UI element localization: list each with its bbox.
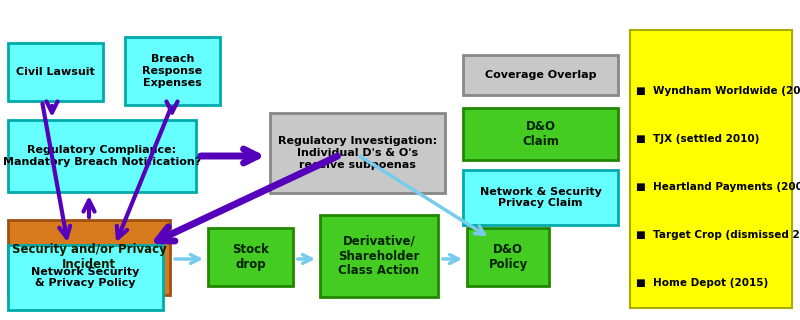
- Text: Regulatory Investigation:
Individual D's & O's
receive subpoenas: Regulatory Investigation: Individual D's…: [278, 136, 437, 170]
- Text: Stock
drop: Stock drop: [232, 243, 269, 271]
- Text: Security and/or Privacy
Incident: Security and/or Privacy Incident: [12, 244, 166, 271]
- FancyBboxPatch shape: [463, 55, 618, 95]
- Text: Derivative/
Shareholder
Class Action: Derivative/ Shareholder Class Action: [338, 235, 420, 277]
- Text: ■  Heartland Payments (2008): ■ Heartland Payments (2008): [636, 182, 800, 192]
- Text: Civil Lawsuit: Civil Lawsuit: [16, 67, 95, 77]
- Text: ■  Home Depot (2015): ■ Home Depot (2015): [636, 278, 768, 288]
- Text: D&O
Policy: D&O Policy: [488, 243, 528, 271]
- Text: ■  Target Crop (dismissed 2016): ■ Target Crop (dismissed 2016): [636, 230, 800, 240]
- FancyBboxPatch shape: [8, 120, 196, 192]
- Text: D&O
Claim: D&O Claim: [522, 120, 559, 148]
- FancyBboxPatch shape: [8, 245, 163, 310]
- Text: ■  Wyndham Worldwide (2014): ■ Wyndham Worldwide (2014): [636, 86, 800, 96]
- FancyBboxPatch shape: [320, 215, 438, 297]
- FancyBboxPatch shape: [463, 108, 618, 160]
- FancyBboxPatch shape: [630, 30, 792, 308]
- FancyBboxPatch shape: [125, 37, 220, 105]
- Text: Regulatory Compliance:
Mandatory Breach Notification?: Regulatory Compliance: Mandatory Breach …: [3, 145, 201, 167]
- FancyBboxPatch shape: [463, 170, 618, 225]
- FancyBboxPatch shape: [208, 228, 293, 286]
- FancyBboxPatch shape: [8, 220, 170, 295]
- Text: Network & Security
Privacy Claim: Network & Security Privacy Claim: [479, 187, 602, 208]
- FancyBboxPatch shape: [8, 43, 103, 101]
- FancyBboxPatch shape: [270, 113, 445, 193]
- Text: Network Security
& Privacy Policy: Network Security & Privacy Policy: [31, 267, 140, 288]
- FancyBboxPatch shape: [467, 228, 549, 286]
- Text: Breach
Response
Expenses: Breach Response Expenses: [142, 54, 202, 88]
- Text: ■  TJX (settled 2010): ■ TJX (settled 2010): [636, 134, 759, 144]
- Text: Coverage Overlap: Coverage Overlap: [485, 70, 596, 80]
